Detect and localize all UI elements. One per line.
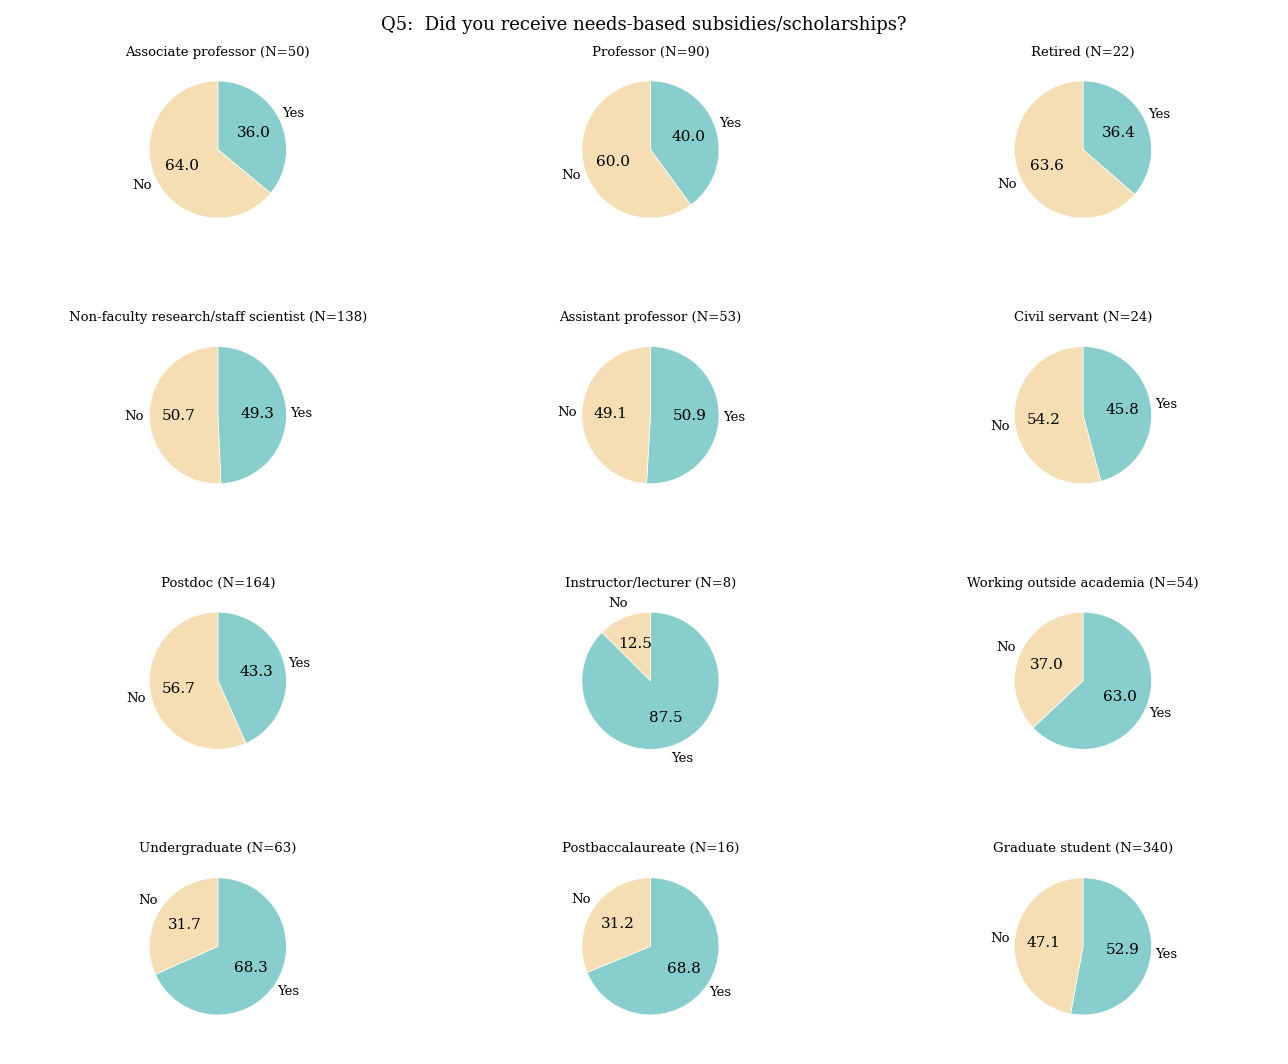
Text: Yes: Yes bbox=[723, 411, 744, 425]
Text: Yes: Yes bbox=[1155, 398, 1177, 411]
Text: Yes: Yes bbox=[1148, 109, 1171, 121]
Text: Q5:  Did you receive needs-based subsidies/scholarships?: Q5: Did you receive needs-based subsidie… bbox=[381, 16, 907, 34]
Wedge shape bbox=[218, 612, 286, 744]
Wedge shape bbox=[582, 612, 719, 749]
Text: 63.6: 63.6 bbox=[1030, 159, 1064, 173]
Wedge shape bbox=[149, 81, 270, 218]
Text: 50.9: 50.9 bbox=[674, 410, 707, 423]
Text: 68.8: 68.8 bbox=[667, 962, 701, 976]
Title: Graduate student (N=340): Graduate student (N=340) bbox=[993, 843, 1173, 855]
Title: Retired (N=22): Retired (N=22) bbox=[1032, 46, 1135, 59]
Text: Yes: Yes bbox=[290, 406, 313, 420]
Text: No: No bbox=[997, 641, 1016, 654]
Text: No: No bbox=[133, 179, 152, 192]
Text: 49.3: 49.3 bbox=[241, 408, 274, 421]
Text: 52.9: 52.9 bbox=[1105, 943, 1140, 957]
Wedge shape bbox=[1015, 878, 1083, 1014]
Wedge shape bbox=[601, 612, 650, 681]
Wedge shape bbox=[218, 347, 286, 484]
Title: Working outside academia (N=54): Working outside academia (N=54) bbox=[967, 577, 1199, 589]
Title: Civil servant (N=24): Civil servant (N=24) bbox=[1014, 311, 1153, 325]
Title: Non-faculty research/staff scientist (N=138): Non-faculty research/staff scientist (N=… bbox=[68, 311, 367, 325]
Wedge shape bbox=[1033, 612, 1151, 749]
Text: 37.0: 37.0 bbox=[1029, 658, 1064, 672]
Text: Yes: Yes bbox=[289, 656, 310, 670]
Text: 47.1: 47.1 bbox=[1027, 935, 1060, 950]
Text: Yes: Yes bbox=[671, 751, 693, 765]
Title: Postbaccalaureate (N=16): Postbaccalaureate (N=16) bbox=[562, 843, 739, 855]
Text: 36.4: 36.4 bbox=[1103, 126, 1136, 140]
Wedge shape bbox=[149, 347, 222, 484]
Text: 12.5: 12.5 bbox=[618, 637, 652, 651]
Text: 36.0: 36.0 bbox=[237, 126, 270, 139]
Wedge shape bbox=[1070, 878, 1151, 1015]
Text: 31.7: 31.7 bbox=[167, 918, 201, 932]
Wedge shape bbox=[650, 81, 719, 205]
Text: No: No bbox=[562, 169, 581, 182]
Text: 50.7: 50.7 bbox=[161, 409, 194, 423]
Text: No: No bbox=[997, 178, 1016, 190]
Text: Yes: Yes bbox=[719, 117, 741, 130]
Wedge shape bbox=[582, 347, 650, 483]
Text: No: No bbox=[558, 406, 577, 419]
Text: No: No bbox=[138, 895, 157, 908]
Title: Undergraduate (N=63): Undergraduate (N=63) bbox=[139, 843, 296, 855]
Wedge shape bbox=[218, 81, 286, 194]
Text: Yes: Yes bbox=[1155, 948, 1177, 961]
Text: 63.0: 63.0 bbox=[1103, 689, 1136, 703]
Text: 31.2: 31.2 bbox=[600, 917, 635, 931]
Title: Assistant professor (N=53): Assistant professor (N=53) bbox=[559, 311, 742, 325]
Text: 43.3: 43.3 bbox=[240, 665, 273, 680]
Title: Associate professor (N=50): Associate professor (N=50) bbox=[125, 46, 310, 59]
Wedge shape bbox=[1015, 612, 1083, 728]
Text: 40.0: 40.0 bbox=[671, 130, 706, 145]
Title: Professor (N=90): Professor (N=90) bbox=[591, 46, 710, 59]
Text: 45.8: 45.8 bbox=[1105, 403, 1140, 417]
Wedge shape bbox=[587, 878, 719, 1015]
Text: No: No bbox=[990, 419, 1010, 433]
Wedge shape bbox=[156, 878, 286, 1015]
Wedge shape bbox=[1083, 347, 1151, 481]
Wedge shape bbox=[149, 878, 218, 975]
Text: No: No bbox=[609, 597, 629, 610]
Text: 54.2: 54.2 bbox=[1027, 414, 1060, 428]
Text: 60.0: 60.0 bbox=[595, 154, 630, 169]
Wedge shape bbox=[1015, 347, 1101, 484]
Text: 64.0: 64.0 bbox=[165, 160, 198, 173]
Text: Yes: Yes bbox=[1149, 708, 1171, 720]
Text: 49.1: 49.1 bbox=[594, 408, 627, 421]
Wedge shape bbox=[1015, 81, 1135, 218]
Text: No: No bbox=[125, 411, 144, 423]
Text: 56.7: 56.7 bbox=[162, 682, 196, 696]
Text: No: No bbox=[572, 894, 591, 907]
Text: 87.5: 87.5 bbox=[649, 711, 683, 725]
Text: Yes: Yes bbox=[708, 986, 732, 999]
Text: Yes: Yes bbox=[282, 107, 305, 120]
Text: Yes: Yes bbox=[277, 985, 299, 998]
Wedge shape bbox=[1083, 81, 1151, 195]
Wedge shape bbox=[647, 347, 719, 484]
Wedge shape bbox=[582, 81, 690, 218]
Text: No: No bbox=[990, 932, 1010, 945]
Wedge shape bbox=[582, 878, 650, 972]
Wedge shape bbox=[149, 612, 246, 749]
Text: 68.3: 68.3 bbox=[234, 961, 268, 975]
Title: Postdoc (N=164): Postdoc (N=164) bbox=[161, 577, 276, 589]
Text: No: No bbox=[126, 692, 146, 704]
Title: Instructor/lecturer (N=8): Instructor/lecturer (N=8) bbox=[565, 577, 735, 589]
